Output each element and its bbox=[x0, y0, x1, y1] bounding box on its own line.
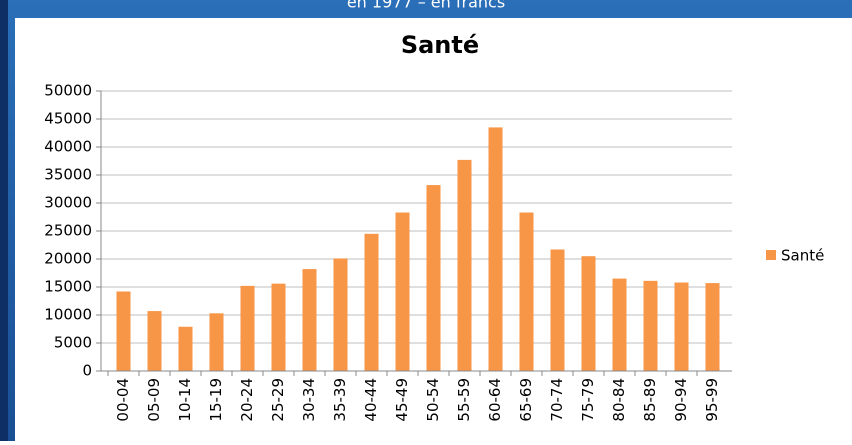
bar bbox=[116, 291, 131, 371]
bar bbox=[426, 185, 441, 371]
bar bbox=[674, 282, 689, 371]
x-tick-label: 90-94 bbox=[672, 378, 690, 422]
bar bbox=[488, 127, 503, 372]
slide-header: en 1977 – en francs bbox=[347, 0, 505, 12]
y-tick-label: 50000 bbox=[44, 82, 92, 100]
x-tick-label: 05-09 bbox=[145, 378, 163, 422]
y-tick-label: 40000 bbox=[44, 138, 92, 156]
y-tick-label: 5000 bbox=[54, 334, 92, 352]
bar bbox=[395, 212, 410, 371]
bar bbox=[612, 278, 627, 371]
bar bbox=[457, 159, 472, 371]
bar bbox=[333, 258, 348, 371]
x-tick-label: 40-44 bbox=[362, 378, 380, 422]
x-tick-label: 65-69 bbox=[517, 378, 535, 422]
y-tick-label: 0 bbox=[82, 362, 92, 380]
y-tick-label: 30000 bbox=[44, 194, 92, 212]
bar bbox=[147, 311, 162, 371]
bar bbox=[519, 212, 534, 371]
bar bbox=[178, 326, 193, 371]
x-tick-label: 30-34 bbox=[300, 378, 318, 422]
x-tick-label: 35-39 bbox=[331, 378, 349, 422]
x-tick-label: 25-29 bbox=[269, 378, 287, 422]
bar bbox=[581, 256, 596, 371]
x-tick-label: 20-24 bbox=[238, 378, 256, 422]
x-tick-label: 00-04 bbox=[114, 378, 132, 422]
bar bbox=[705, 283, 720, 371]
y-tick-label: 45000 bbox=[44, 110, 92, 128]
x-tick-label: 70-74 bbox=[548, 378, 566, 422]
x-tick-label: 75-79 bbox=[579, 378, 597, 422]
x-tick-label: 45-49 bbox=[393, 378, 411, 422]
legend-swatch bbox=[766, 250, 776, 260]
bar bbox=[271, 283, 286, 371]
x-tick-label: 95-99 bbox=[703, 378, 721, 422]
bar bbox=[550, 249, 565, 371]
y-tick-label: 25000 bbox=[44, 222, 92, 240]
bar bbox=[302, 269, 317, 371]
bar bbox=[364, 233, 379, 371]
y-tick-label: 15000 bbox=[44, 278, 92, 296]
legend-label: Santé bbox=[781, 247, 824, 265]
y-tick-label: 10000 bbox=[44, 306, 92, 324]
x-tick-label: 15-19 bbox=[207, 378, 225, 422]
x-tick-label: 60-64 bbox=[486, 378, 504, 422]
bar bbox=[643, 280, 658, 371]
y-tick-label: 35000 bbox=[44, 166, 92, 184]
x-tick-label: 50-54 bbox=[424, 378, 442, 422]
x-tick-label: 80-84 bbox=[610, 378, 628, 422]
x-tick-label: 85-89 bbox=[641, 378, 659, 422]
chart-title: Santé bbox=[401, 31, 479, 59]
slide-edge bbox=[0, 0, 8, 441]
x-tick-label: 55-59 bbox=[455, 378, 473, 422]
y-tick-label: 20000 bbox=[44, 250, 92, 268]
x-tick-label: 10-14 bbox=[176, 378, 194, 422]
bar bbox=[240, 285, 255, 371]
bar bbox=[209, 313, 224, 371]
